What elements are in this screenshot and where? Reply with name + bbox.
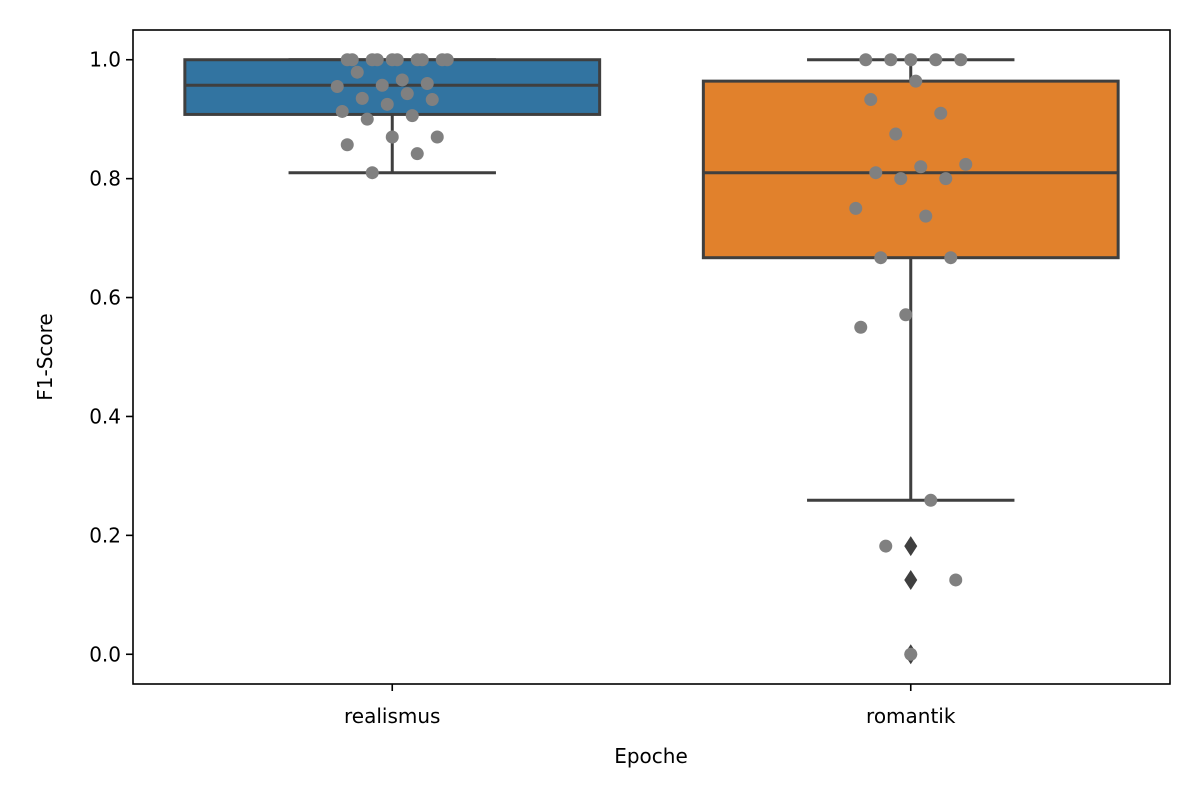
box-group-romantik bbox=[701, 58, 1120, 665]
data-point bbox=[904, 647, 918, 661]
boxes-layer bbox=[183, 58, 1120, 665]
data-point bbox=[954, 53, 968, 67]
data-point bbox=[420, 77, 434, 91]
data-point bbox=[869, 166, 883, 180]
data-point bbox=[859, 53, 873, 67]
x-axis: realismus romantik bbox=[344, 684, 956, 728]
data-point bbox=[355, 91, 369, 105]
x-tick-label: realismus bbox=[344, 704, 440, 728]
data-point bbox=[330, 79, 344, 93]
box-group-realismus bbox=[183, 58, 602, 175]
data-point bbox=[914, 160, 928, 174]
data-point bbox=[929, 53, 943, 67]
data-point bbox=[345, 53, 359, 67]
data-point bbox=[849, 201, 863, 215]
data-point bbox=[335, 104, 349, 118]
data-point bbox=[884, 53, 898, 67]
y-tick-label: 0.4 bbox=[89, 404, 121, 428]
data-point bbox=[899, 308, 913, 322]
data-point bbox=[365, 166, 379, 180]
y-tick-label: 0.2 bbox=[89, 523, 121, 547]
x-tick-label: romantik bbox=[866, 704, 956, 728]
data-point bbox=[919, 209, 933, 223]
data-point bbox=[894, 172, 908, 186]
y-tick-label: 0.8 bbox=[89, 167, 121, 191]
data-point bbox=[879, 539, 893, 553]
plot-area-frame bbox=[132, 29, 1171, 685]
data-point bbox=[909, 74, 923, 88]
data-point bbox=[410, 147, 424, 161]
data-point bbox=[430, 130, 444, 144]
y-tick-label: 0.0 bbox=[89, 642, 121, 666]
data-point bbox=[370, 53, 384, 67]
data-point bbox=[854, 320, 868, 334]
data-point bbox=[904, 53, 918, 67]
outlier-marker bbox=[904, 536, 918, 557]
box-romantik bbox=[701, 79, 1120, 260]
data-point bbox=[934, 106, 948, 120]
y-axis: 0.0 0.2 0.4 0.6 0.8 1.0 bbox=[89, 48, 133, 666]
data-point bbox=[405, 109, 419, 123]
x-axis-label: Epoche bbox=[614, 744, 688, 768]
data-point bbox=[395, 73, 409, 87]
data-point bbox=[360, 112, 374, 126]
data-point bbox=[425, 93, 439, 107]
data-point bbox=[380, 97, 394, 111]
data-point bbox=[375, 78, 389, 92]
data-point bbox=[959, 157, 973, 171]
y-tick-label: 1.0 bbox=[89, 48, 121, 72]
strip-points-layer bbox=[330, 53, 973, 661]
data-point bbox=[415, 53, 429, 67]
data-point bbox=[889, 127, 903, 141]
data-point bbox=[440, 53, 454, 67]
data-point bbox=[949, 573, 963, 587]
outlier-marker bbox=[904, 569, 918, 590]
data-point bbox=[864, 93, 878, 107]
data-point bbox=[340, 138, 354, 152]
y-tick-label: 0.6 bbox=[89, 286, 121, 310]
data-point bbox=[385, 130, 399, 144]
y-axis-label: F1-Score bbox=[33, 313, 57, 400]
data-point bbox=[874, 251, 888, 265]
data-point bbox=[350, 65, 364, 79]
data-point bbox=[924, 493, 938, 507]
data-point bbox=[939, 172, 953, 186]
data-point bbox=[390, 53, 404, 67]
data-point bbox=[944, 251, 958, 265]
data-point bbox=[400, 87, 414, 101]
